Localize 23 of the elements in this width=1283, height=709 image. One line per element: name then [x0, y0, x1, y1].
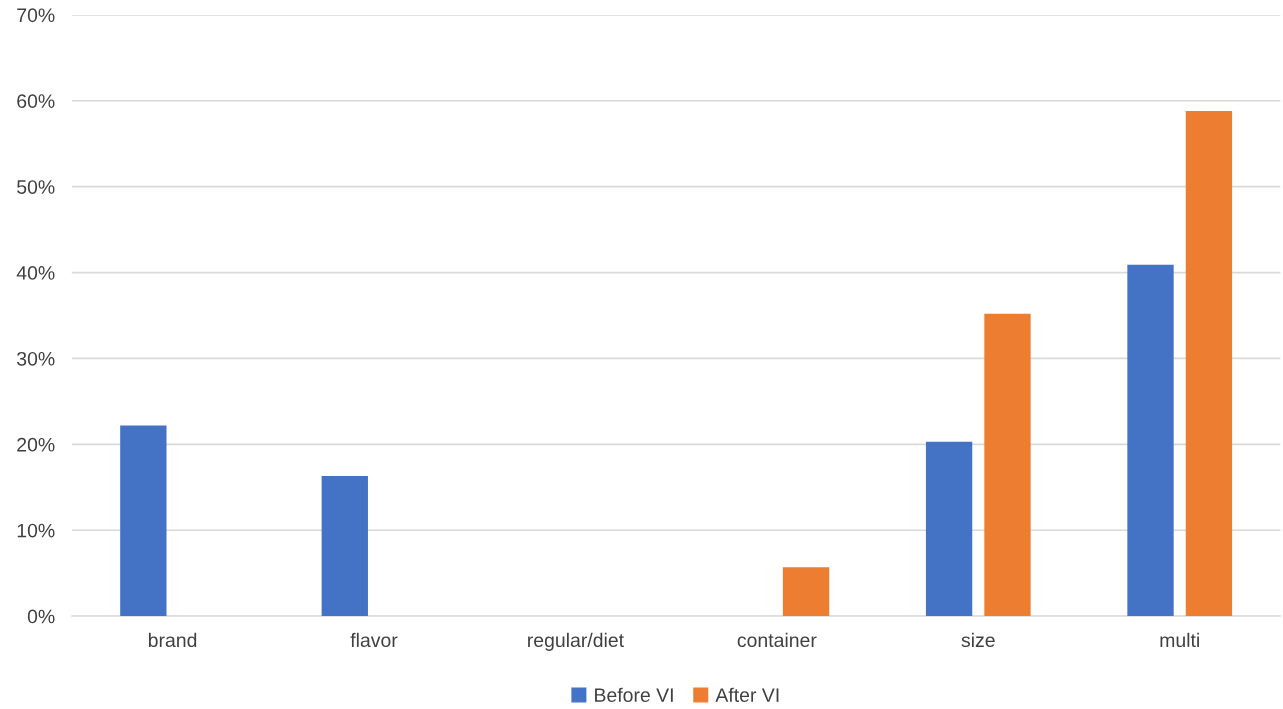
y-tick-label: 70%: [17, 8, 55, 23]
y-tick-label: 30%: [17, 351, 55, 366]
bar: [782, 567, 830, 617]
x-tick-label: flavor: [350, 632, 398, 648]
y-tick-label: 50%: [17, 180, 55, 194]
bar: [120, 425, 167, 617]
y-tick-label: 20%: [17, 437, 55, 452]
bar: [1127, 264, 1174, 617]
x-tick-label: brand: [148, 632, 197, 648]
y-tick-label: 10%: [17, 523, 55, 538]
bar: [984, 313, 1031, 617]
y-tick-label: 60%: [17, 94, 55, 109]
x-tick-label: container: [737, 632, 817, 648]
x-tick-label: multi: [1160, 632, 1199, 648]
legend-label: Before VI: [595, 687, 673, 703]
y-tick-label: 40%: [16, 266, 55, 280]
x-tick-label: size: [961, 632, 995, 648]
bar: [925, 441, 973, 617]
bar: [1185, 111, 1233, 617]
y-tick-label: 0%: [27, 609, 55, 624]
bar: [321, 476, 368, 617]
x-tick-label: regular/diet: [528, 632, 624, 651]
legend-label: After VI: [715, 687, 779, 703]
